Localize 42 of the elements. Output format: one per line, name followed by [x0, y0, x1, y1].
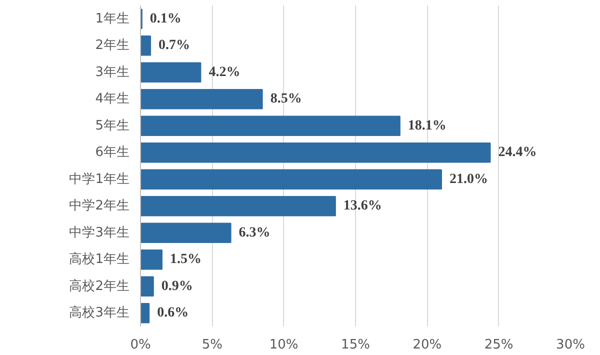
x-tick-label: 0%: [130, 338, 151, 352]
bar: [140, 249, 162, 270]
x-tick-label: 10%: [269, 338, 298, 352]
bar: [140, 196, 336, 216]
y-tick-label: 高校2年生: [69, 278, 130, 294]
y-tick-label: 3年生: [95, 64, 130, 80]
x-tick-label: 20%: [412, 338, 442, 352]
bar: [140, 62, 202, 83]
y-tick-label: 中学1年生: [69, 172, 130, 187]
data-label: 4.2%: [208, 64, 240, 80]
y-tick-label: 中学2年生: [69, 198, 130, 214]
x-tick-label: 30%: [556, 338, 585, 352]
y-tick-label: 高校1年生: [69, 251, 130, 268]
data-label: 21.0%: [450, 172, 488, 187]
data-label: 8.5%: [270, 92, 302, 107]
y-tick-label: 1年生: [95, 11, 130, 26]
data-label: 13.6%: [343, 198, 382, 214]
x-tick-label: 25%: [484, 338, 514, 352]
bar: [140, 116, 400, 136]
data-label: 0.9%: [161, 278, 193, 294]
data-label: 6.3%: [238, 225, 270, 240]
y-tick-label: 5年生: [95, 118, 130, 134]
y-tick-label: 4年生: [95, 92, 130, 107]
data-label: 1.5%: [170, 252, 202, 268]
y-tick-label: 高校3年生: [69, 304, 130, 321]
bar: [140, 88, 263, 110]
x-tick-label: 15%: [341, 338, 370, 352]
data-label: 0.7%: [158, 38, 190, 54]
bar: [140, 169, 442, 190]
y-tick-label: 6年生: [95, 145, 130, 160]
data-label: 18.1%: [408, 118, 446, 134]
bar: [140, 35, 152, 56]
data-label: 0.1%: [150, 11, 182, 26]
data-label: 24.4%: [498, 145, 537, 160]
bar: [140, 142, 491, 163]
y-tick-label: 2年生: [95, 38, 130, 54]
bar: [140, 276, 154, 297]
bar: [140, 302, 150, 324]
y-tick-label: 中学3年生: [69, 225, 130, 240]
bar: [140, 222, 232, 244]
data-label: 0.6%: [157, 306, 189, 321]
x-tick-label: 5%: [202, 338, 222, 352]
